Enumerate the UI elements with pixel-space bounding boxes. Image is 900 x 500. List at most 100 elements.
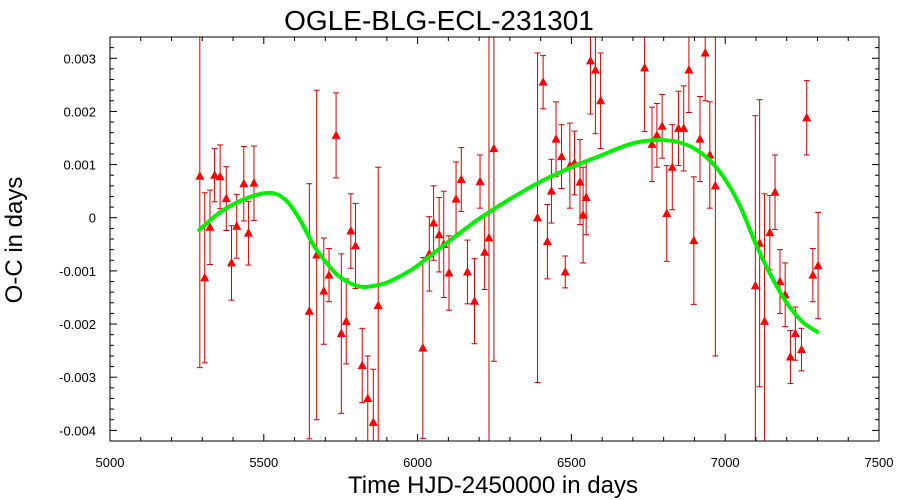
triangle-marker	[557, 151, 567, 161]
triangle-marker	[760, 316, 770, 325]
data-point	[456, 147, 466, 212]
data-point	[462, 239, 472, 305]
data-point	[357, 327, 367, 404]
triangle-marker	[700, 47, 710, 57]
triangle-marker	[232, 221, 242, 230]
data-point	[489, 37, 499, 362]
data-point	[560, 255, 570, 289]
triangle-marker	[662, 208, 672, 217]
triangle-marker	[765, 227, 775, 237]
data-point	[221, 166, 231, 231]
triangle-marker	[429, 218, 439, 227]
data-point	[484, 37, 494, 441]
data-point	[205, 189, 215, 266]
data-point	[480, 214, 490, 290]
triangle-marker	[590, 64, 600, 74]
triangle-marker	[538, 77, 548, 86]
triangle-marker	[357, 360, 367, 370]
y-tick-label: -0.002	[59, 317, 96, 332]
triangle-marker	[210, 170, 220, 179]
triangle-marker	[319, 286, 329, 295]
data-point	[770, 154, 780, 230]
triangle-marker	[647, 139, 657, 148]
data-point	[667, 124, 677, 211]
data-point	[590, 37, 600, 135]
triangle-marker	[640, 62, 650, 72]
data-point	[802, 80, 812, 156]
data-point	[243, 200, 253, 266]
data-point	[750, 115, 760, 441]
triangle-marker	[484, 232, 494, 242]
triangle-marker	[585, 55, 595, 65]
data-point	[368, 368, 378, 441]
x-tick-label: 7500	[865, 455, 894, 470]
data-point	[538, 55, 548, 110]
data-point	[662, 165, 672, 262]
data-point	[775, 249, 785, 314]
data-point	[451, 161, 461, 237]
data-point	[249, 145, 259, 221]
data-point	[657, 93, 667, 159]
data-point	[695, 96, 705, 183]
triangle-marker	[324, 270, 334, 279]
y-tick-label: -0.001	[59, 264, 96, 279]
triangle-marker	[652, 130, 662, 139]
triangle-marker	[331, 130, 341, 139]
triangle-marker	[444, 268, 454, 277]
triangle-marker	[368, 417, 378, 426]
data-point	[346, 193, 356, 269]
plot-clip-group	[195, 37, 823, 441]
triangle-marker	[462, 266, 472, 276]
axis-ticks: 5000 5500 6000 6500 7000 7500 0.003 0.002 0.001 0…	[59, 37, 893, 470]
data-point	[546, 158, 556, 224]
triangle-marker	[227, 257, 237, 267]
triangle-marker	[239, 178, 249, 188]
triangle-marker	[684, 64, 694, 74]
triangle-marker	[790, 328, 800, 338]
y-tick-label: 0.002	[63, 104, 96, 119]
triangle-marker	[560, 266, 570, 276]
data-point	[796, 327, 806, 372]
data-point	[808, 248, 818, 303]
triangle-marker	[657, 121, 667, 130]
data-point	[418, 257, 428, 439]
triangle-marker	[581, 192, 591, 202]
data-point	[760, 193, 770, 441]
triangle-marker	[802, 112, 812, 122]
triangle-marker	[578, 210, 588, 219]
data-point	[679, 85, 689, 172]
triangle-marker	[475, 176, 485, 186]
triangle-marker	[575, 177, 585, 186]
data-point	[239, 146, 249, 222]
data-point	[673, 90, 683, 167]
triangle-marker	[341, 316, 351, 325]
triangle-marker	[470, 296, 480, 305]
triangle-marker	[195, 171, 205, 180]
data-point	[227, 225, 237, 301]
data-point	[640, 37, 650, 133]
data-point	[578, 166, 588, 264]
data-point	[475, 154, 485, 209]
data-point	[304, 183, 314, 440]
triangle-marker	[813, 260, 823, 270]
triangle-marker	[451, 194, 461, 203]
data-point	[652, 102, 662, 168]
triangle-marker	[750, 280, 760, 290]
data-point	[350, 202, 360, 289]
data-point	[596, 52, 606, 150]
data-point	[551, 101, 561, 177]
triangle-marker	[350, 240, 360, 250]
data-point	[434, 197, 444, 273]
triangle-marker	[710, 180, 720, 190]
triangle-marker	[689, 235, 699, 245]
data-point	[585, 37, 595, 115]
data-point	[813, 211, 823, 320]
data-point	[341, 278, 351, 365]
fit-curve	[197, 138, 820, 335]
x-tick-label: 6500	[557, 455, 586, 470]
triangle-marker	[221, 193, 231, 203]
triangle-marker	[434, 229, 444, 239]
triangle-marker	[808, 270, 818, 279]
triangle-marker	[304, 306, 314, 315]
data-point	[684, 37, 694, 113]
